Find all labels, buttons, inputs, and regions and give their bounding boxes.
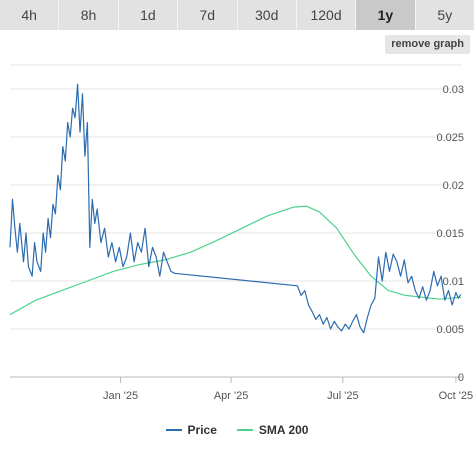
y-tick-label: 0: [458, 372, 464, 384]
series-line-sma-200: [9, 205, 461, 316]
chart-gridlines: [10, 64, 462, 378]
x-axis: Jan '25 Apr '25 Jul '25 Oct '25: [103, 377, 473, 402]
y-tick-label: 0.015: [436, 228, 464, 240]
tab-8h[interactable]: 8h: [59, 0, 119, 30]
tab-4h[interactable]: 4h: [0, 0, 60, 30]
x-tick-label: Oct '25: [439, 390, 474, 402]
remove-graph-button[interactable]: remove graph: [385, 35, 470, 54]
legend-swatch-sma-200: [236, 429, 253, 431]
y-tick-label: 0.025: [436, 132, 464, 144]
x-tick-label: Apr '25: [214, 390, 249, 402]
tab-5y[interactable]: 5y: [415, 0, 474, 30]
legend-label-sma-200: SMA 200: [258, 423, 309, 437]
y-tick-label: 0.005: [436, 324, 464, 336]
series-line-price: [9, 83, 462, 334]
tab-7d[interactable]: 7d: [178, 0, 238, 30]
y-tick-label: 0.02: [443, 180, 464, 192]
x-tick-label: Jan '25: [103, 390, 138, 402]
chart-series: [9, 83, 462, 334]
y-tick-label: 0.03: [443, 84, 464, 96]
chart-legend: Price SMA 200: [0, 420, 474, 440]
range-tab-bar: 4h 8h 1d 7d 30d 120d 1y 5y: [0, 0, 474, 30]
y-tick-label: 0.01: [443, 276, 464, 288]
tab-1d[interactable]: 1d: [118, 0, 179, 30]
tab-30d[interactable]: 30d: [237, 0, 297, 30]
tab-1y[interactable]: 1y: [356, 0, 416, 30]
x-tick-label: Jul '25: [327, 390, 358, 402]
legend-item-price[interactable]: Price: [165, 423, 217, 437]
legend-item-sma-200[interactable]: SMA 200: [236, 423, 309, 437]
y-axis: 0 0.005 0.01 0.015 0.02 0.025 0.03: [436, 84, 464, 384]
tab-120d[interactable]: 120d: [296, 0, 357, 30]
legend-swatch-price: [165, 429, 182, 431]
legend-label-price: Price: [187, 423, 217, 437]
